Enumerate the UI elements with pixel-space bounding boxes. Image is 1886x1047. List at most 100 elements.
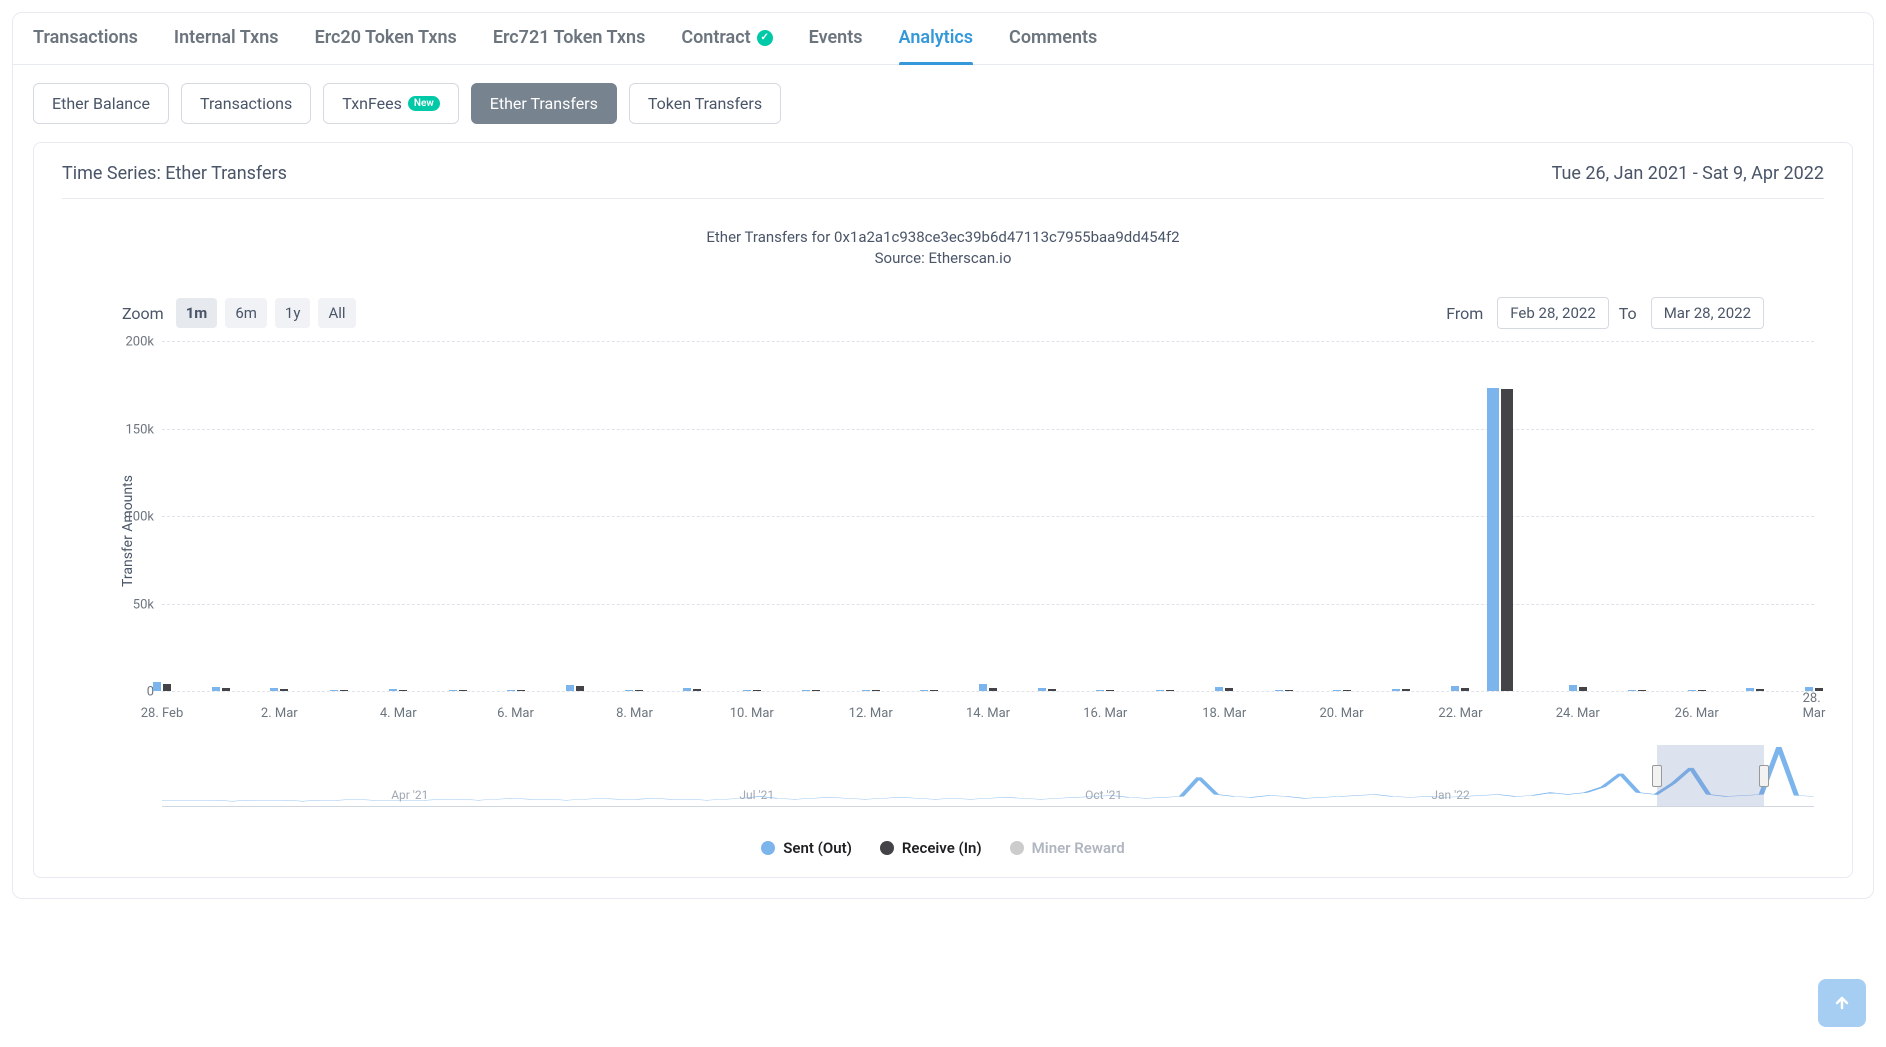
- bar-sent[interactable]: [270, 688, 278, 691]
- subtab-txnfees[interactable]: TxnFeesNew: [323, 83, 458, 124]
- bar-sent[interactable]: [1215, 687, 1223, 691]
- bar-sent[interactable]: [979, 684, 987, 691]
- y-tick-label: 100k: [125, 510, 162, 525]
- tab-comments[interactable]: Comments: [1009, 27, 1097, 64]
- bar-sent[interactable]: [212, 687, 220, 691]
- bar-sent[interactable]: [153, 682, 161, 691]
- bar-receive[interactable]: [635, 690, 643, 691]
- bar-receive[interactable]: [1698, 690, 1706, 691]
- bar-receive[interactable]: [1166, 690, 1174, 691]
- subtab-ether-transfers[interactable]: Ether Transfers: [471, 83, 617, 124]
- bar-receive[interactable]: [1106, 690, 1114, 691]
- bar-sent[interactable]: [1275, 690, 1283, 691]
- tab-internal-txns[interactable]: Internal Txns: [174, 27, 279, 64]
- bar-receive[interactable]: [399, 690, 407, 691]
- bar-receive[interactable]: [280, 689, 288, 691]
- tab-events[interactable]: Events: [809, 27, 863, 64]
- bar-group: [1392, 689, 1410, 691]
- bar-sent[interactable]: [743, 690, 751, 691]
- bar-receive[interactable]: [1756, 689, 1764, 691]
- chart-navigator[interactable]: Apr '21Jul '21Oct '21Jan '22: [162, 745, 1814, 807]
- bar-sent[interactable]: [1333, 690, 1341, 691]
- bar-sent[interactable]: [802, 690, 810, 691]
- zoom-1m[interactable]: 1m: [176, 298, 218, 328]
- x-tick-label: 10. Mar: [730, 706, 774, 721]
- bar-sent[interactable]: [1628, 690, 1636, 691]
- main-tabs: Transactions Internal Txns Erc20 Token Txn…: [13, 13, 1873, 65]
- subtab-ether-balance[interactable]: Ether Balance: [33, 83, 169, 124]
- subtab-token-transfers[interactable]: Token Transfers: [629, 83, 781, 124]
- bar-group: [1333, 690, 1351, 691]
- tab-erc721-token-txns[interactable]: Erc721 Token Txns: [493, 27, 646, 64]
- bar-sent[interactable]: [1096, 690, 1104, 691]
- navigator-handle-right[interactable]: [1759, 765, 1769, 787]
- bar-receive[interactable]: [1402, 689, 1410, 691]
- bar-receive[interactable]: [812, 690, 820, 691]
- chart-header: Time Series: Ether Transfers Tue 26, Jan…: [62, 163, 1824, 199]
- bar-sent[interactable]: [1746, 688, 1754, 691]
- legend-receive[interactable]: Receive (In): [880, 839, 982, 857]
- bar-group: [389, 689, 407, 691]
- bar-sent[interactable]: [862, 690, 870, 691]
- bar-receive[interactable]: [1343, 690, 1351, 691]
- zoom-1y[interactable]: 1y: [275, 298, 311, 328]
- chart-legend: Sent (Out) Receive (In) Miner Reward: [62, 839, 1824, 857]
- bar-receive[interactable]: [989, 688, 997, 692]
- bar-sent[interactable]: [330, 690, 338, 691]
- y-tick-label: 150k: [125, 422, 162, 437]
- tab-erc20-token-txns[interactable]: Erc20 Token Txns: [315, 27, 457, 64]
- tab-analytics[interactable]: Analytics: [899, 27, 974, 64]
- bar-receive[interactable]: [1225, 688, 1233, 691]
- bar-receive[interactable]: [1285, 690, 1293, 691]
- bar-sent[interactable]: [1487, 388, 1499, 691]
- x-tick-label: 8. Mar: [616, 706, 653, 721]
- bar-receive[interactable]: [1501, 389, 1513, 691]
- bar-sent[interactable]: [449, 690, 457, 691]
- bar-sent[interactable]: [683, 688, 691, 691]
- legend-sent[interactable]: Sent (Out): [761, 839, 852, 857]
- bar-receive[interactable]: [872, 690, 880, 691]
- bar-sent[interactable]: [1569, 685, 1577, 691]
- bar-receive[interactable]: [1638, 690, 1646, 691]
- bar-group: [1569, 685, 1587, 691]
- to-date-input[interactable]: Mar 28, 2022: [1651, 297, 1764, 329]
- bar-receive[interactable]: [1579, 687, 1587, 691]
- bar-sent[interactable]: [1156, 690, 1164, 691]
- navigator-selection[interactable]: [1657, 745, 1764, 806]
- bar-group: [1746, 688, 1764, 691]
- bar-receive[interactable]: [930, 690, 938, 691]
- bar-receive[interactable]: [576, 686, 584, 691]
- bar-sent[interactable]: [1038, 688, 1046, 691]
- subtab-transactions[interactable]: Transactions: [181, 83, 311, 124]
- bar-sent[interactable]: [507, 690, 515, 691]
- bar-receive[interactable]: [340, 690, 348, 691]
- bar-receive[interactable]: [222, 688, 230, 691]
- zoom-6m[interactable]: 6m: [225, 298, 267, 328]
- from-date-input[interactable]: Feb 28, 2022: [1497, 297, 1609, 329]
- bar-group: [920, 690, 938, 691]
- tab-contract[interactable]: Contract✓: [681, 27, 772, 64]
- tab-transactions[interactable]: Transactions: [33, 27, 138, 64]
- chart-plot[interactable]: Transfer Amounts 050k100k150k200k28. Feb…: [122, 341, 1814, 721]
- chart-subtitle: Source: Etherscan.io: [62, 248, 1824, 269]
- bar-receive[interactable]: [693, 689, 701, 691]
- bar-receive[interactable]: [753, 690, 761, 691]
- bar-receive[interactable]: [1048, 689, 1056, 691]
- bar-sent[interactable]: [1451, 686, 1459, 691]
- bar-sent[interactable]: [625, 690, 633, 691]
- bar-sent[interactable]: [389, 689, 397, 691]
- bar-sent[interactable]: [566, 685, 574, 691]
- scroll-to-top-button[interactable]: [1818, 979, 1866, 1027]
- bar-receive[interactable]: [517, 690, 525, 691]
- bar-group: [153, 682, 171, 691]
- legend-miner[interactable]: Miner Reward: [1010, 839, 1125, 857]
- bar-receive[interactable]: [1461, 688, 1469, 692]
- bar-sent[interactable]: [920, 690, 928, 691]
- bar-sent[interactable]: [1688, 690, 1696, 691]
- chart-header-range: Tue 26, Jan 2021 - Sat 9, Apr 2022: [1552, 163, 1824, 184]
- bar-receive[interactable]: [163, 684, 171, 691]
- bar-receive[interactable]: [459, 690, 467, 691]
- navigator-handle-left[interactable]: [1652, 765, 1662, 787]
- bar-sent[interactable]: [1392, 689, 1400, 691]
- zoom-All[interactable]: All: [318, 298, 355, 328]
